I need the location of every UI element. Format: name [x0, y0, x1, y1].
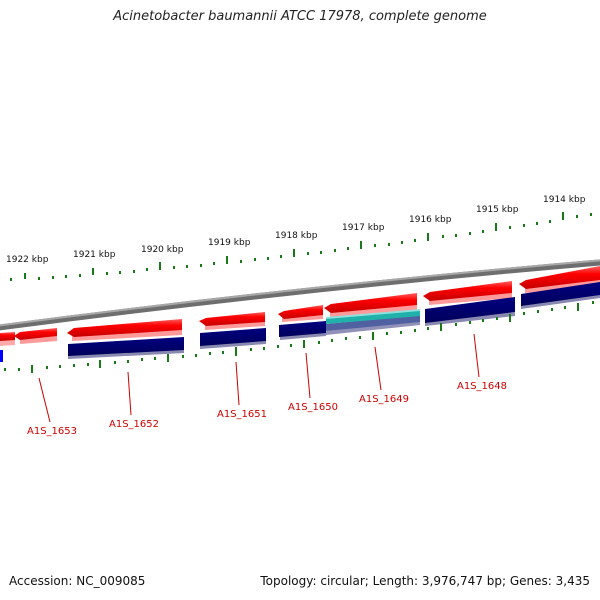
scale-label: 1914 kbp [543, 195, 586, 205]
gene-feature[interactable] [0, 332, 15, 341]
scale-labels: 1922 kbp 1921 kbp 1920 kbp 1919 kbp 1918… [6, 195, 586, 265]
gene-feature[interactable] [14, 328, 57, 340]
scale-label: 1922 kbp [6, 255, 49, 265]
gene-feature[interactable] [67, 319, 182, 337]
scale-label: 1921 kbp [73, 250, 116, 260]
gene-label-a1s-1648[interactable]: A1S_1648 [457, 381, 507, 392]
gene-label-a1s-1652[interactable]: A1S_1652 [109, 419, 159, 430]
scale-label: 1915 kbp [476, 205, 519, 215]
gene-feature[interactable] [429, 292, 512, 305]
genome-summary-text: Topology: circular; Length: 3,976,747 bp… [260, 574, 590, 588]
gene-feature[interactable] [423, 281, 512, 301]
gene-feature[interactable] [330, 304, 417, 317]
rna-feature[interactable] [326, 321, 420, 335]
gene-feature[interactable] [199, 312, 265, 326]
genome-title: Acinetobacter baumannii ATCC 17978, comp… [113, 9, 487, 24]
rna-feature[interactable] [326, 309, 420, 319]
cds-features[interactable] [0, 282, 600, 362]
gene-feature[interactable] [324, 293, 417, 313]
gene-label-a1s-1650[interactable]: A1S_1650 [288, 402, 338, 413]
cds-feature[interactable] [0, 350, 3, 362]
gene-feature[interactable] [519, 266, 600, 289]
scale-label: 1919 kbp [208, 238, 251, 248]
lower-ticks [31, 303, 579, 373]
gene-feature[interactable] [525, 279, 600, 293]
scale-label: 1917 kbp [342, 223, 385, 233]
forward-genes[interactable] [0, 266, 600, 346]
label-leaders [38, 333, 480, 423]
gene-label-a1s-1649[interactable]: A1S_1649 [359, 394, 409, 405]
gene-labels[interactable]: A1S_1653 A1S_1652 A1S_1651 A1S_1650 A1S_… [27, 381, 507, 437]
cds-feature[interactable] [521, 282, 600, 306]
rna-feature[interactable] [326, 315, 420, 331]
lower-minor-ticks [4, 301, 594, 371]
gene-feature[interactable] [205, 321, 265, 330]
gene-feature[interactable] [278, 305, 323, 319]
scale-label: 1916 kbp [409, 215, 452, 225]
cds-feature[interactable] [425, 312, 515, 326]
scale-label: 1918 kbp [275, 231, 318, 241]
scale-minor-ticks [10, 213, 592, 281]
scale-ticks [24, 212, 564, 279]
rna-feature[interactable] [326, 310, 420, 324]
cds-feature[interactable] [200, 328, 266, 346]
genome-backbone [0, 259, 600, 331]
cds-feature[interactable] [425, 297, 515, 323]
gene-label-a1s-1653[interactable]: A1S_1653 [27, 426, 77, 437]
accession-text: Accession: NC_009085 [9, 574, 146, 588]
cds-feature[interactable] [280, 332, 326, 340]
cds-feature[interactable] [68, 337, 184, 356]
gene-feature[interactable] [72, 329, 182, 341]
scale-label: 1920 kbp [141, 245, 184, 255]
gene-label-a1s-1651[interactable]: A1S_1651 [217, 409, 267, 420]
cds-feature[interactable] [279, 321, 326, 337]
